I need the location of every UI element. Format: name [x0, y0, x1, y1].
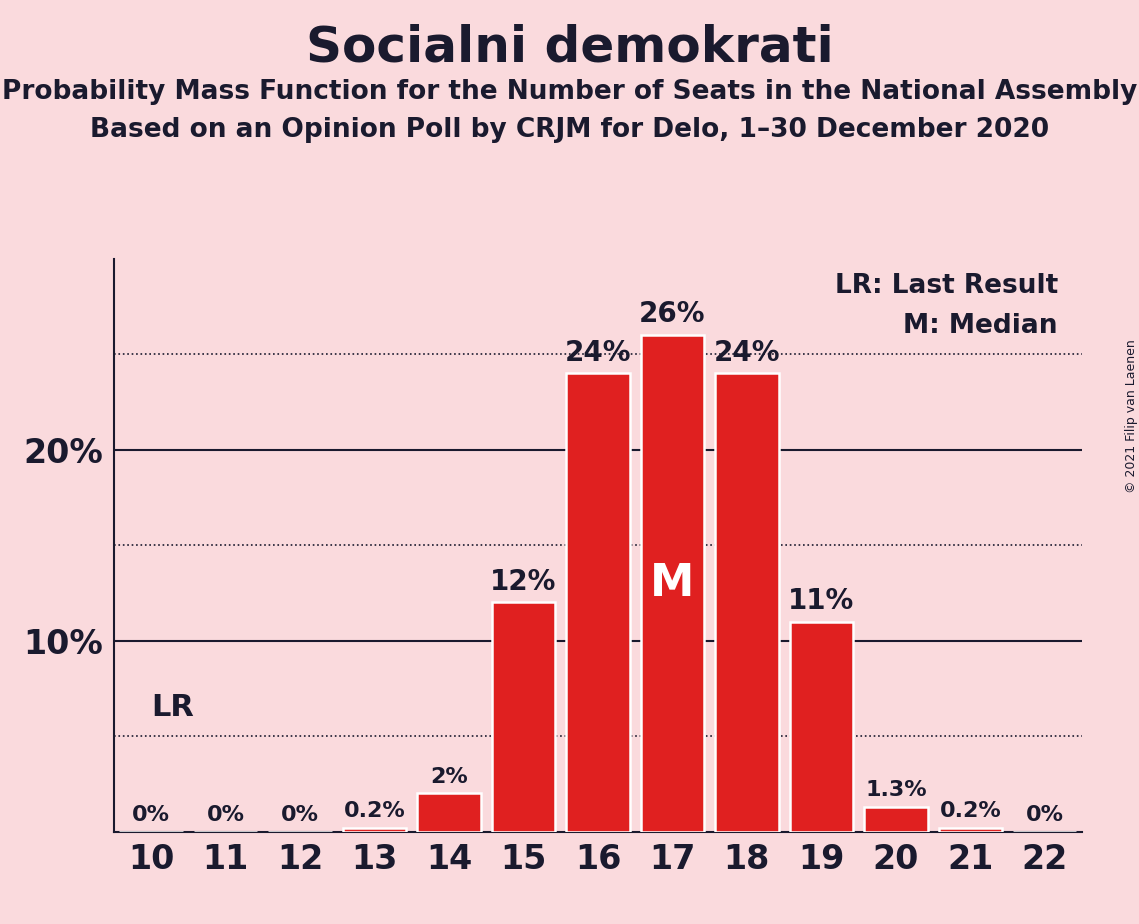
Text: 0.2%: 0.2%	[344, 801, 405, 821]
Text: 0%: 0%	[132, 805, 170, 825]
Text: 24%: 24%	[714, 338, 780, 367]
Text: © 2021 Filip van Laenen: © 2021 Filip van Laenen	[1124, 339, 1138, 492]
Bar	[492, 602, 555, 832]
Text: M: M	[650, 562, 695, 605]
Text: 12%: 12%	[490, 567, 557, 596]
Text: 0%: 0%	[206, 805, 245, 825]
Bar	[939, 828, 1002, 832]
Text: 0.2%: 0.2%	[940, 801, 1001, 821]
Text: 1.3%: 1.3%	[865, 780, 927, 800]
Bar	[343, 828, 407, 832]
Text: 26%: 26%	[639, 300, 706, 328]
Text: 0%: 0%	[1026, 805, 1064, 825]
Text: 11%: 11%	[788, 587, 854, 614]
Bar	[641, 335, 704, 832]
Bar	[417, 794, 481, 832]
Bar	[865, 807, 927, 832]
Text: Based on an Opinion Poll by CRJM for Delo, 1–30 December 2020: Based on an Opinion Poll by CRJM for Del…	[90, 117, 1049, 143]
Text: LR: Last Result: LR: Last Result	[835, 274, 1058, 299]
Bar	[566, 373, 630, 832]
Bar	[715, 373, 779, 832]
Text: Probability Mass Function for the Number of Seats in the National Assembly: Probability Mass Function for the Number…	[2, 79, 1137, 104]
Text: Socialni demokrati: Socialni demokrati	[305, 23, 834, 71]
Bar	[789, 622, 853, 832]
Text: LR: LR	[151, 693, 194, 722]
Text: 24%: 24%	[565, 338, 631, 367]
Text: 0%: 0%	[281, 805, 319, 825]
Text: 2%: 2%	[431, 767, 468, 786]
Text: M: Median: M: Median	[903, 313, 1058, 339]
